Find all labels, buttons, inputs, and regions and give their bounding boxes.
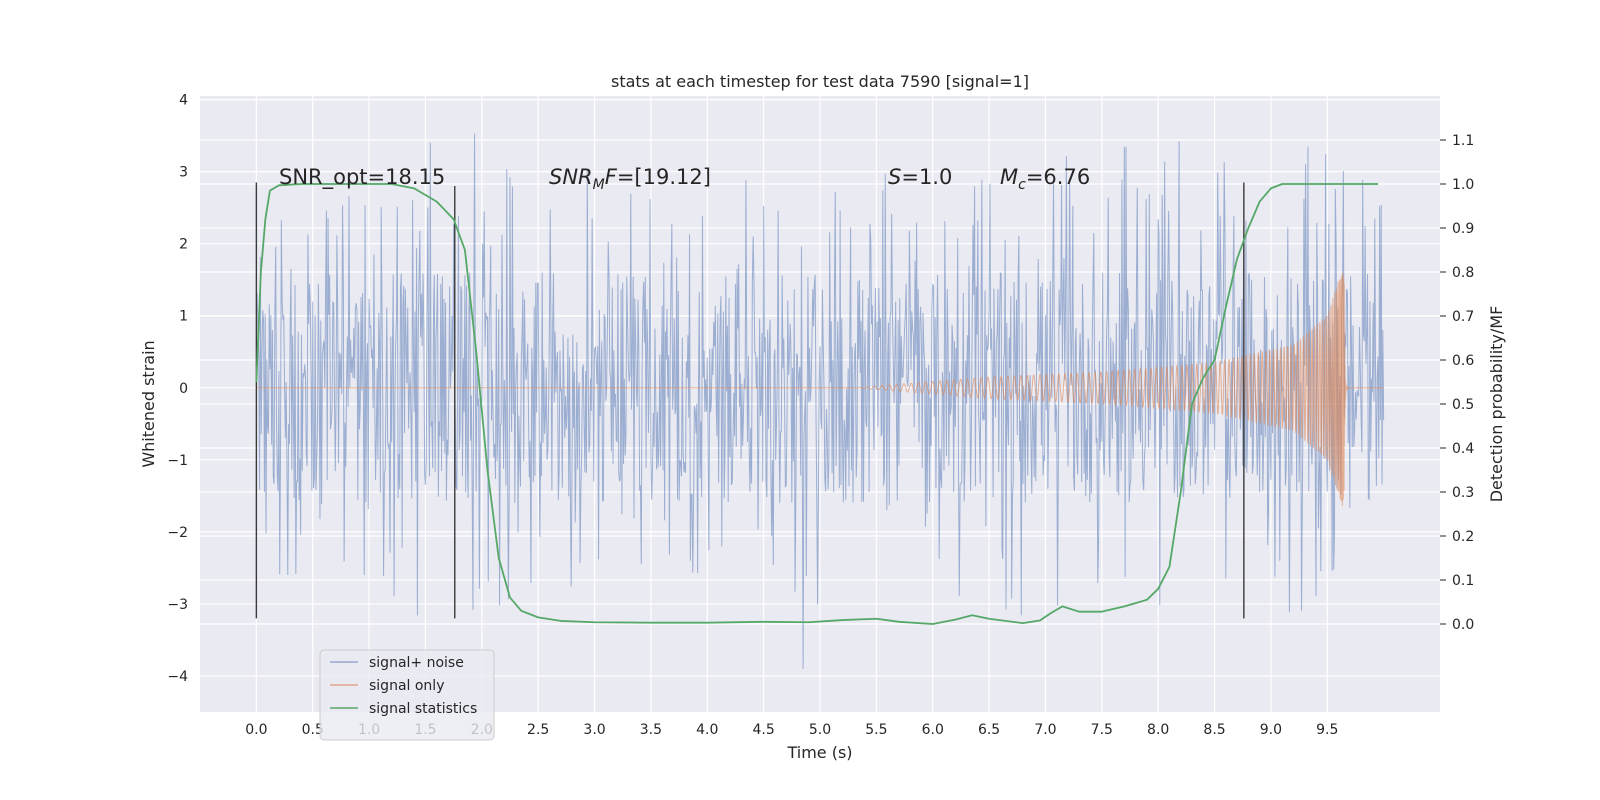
y-right-tick-label: 0.7: [1452, 309, 1474, 325]
left-y-axis-label: Whitened strain: [139, 340, 158, 467]
series-signal-statistics: [255, 183, 1378, 625]
chart-title: stats at each timestep for test data 759…: [611, 72, 1029, 91]
y-right-tick-label: 0.9: [1452, 221, 1474, 237]
x-tick-label: 4.5: [753, 722, 775, 738]
x-tick-label: 9.5: [1316, 722, 1338, 738]
x-tick-label: 8.0: [1147, 722, 1169, 738]
y-left-tick-label: −1: [167, 453, 188, 469]
y-right-tick-label: 1.0: [1452, 177, 1474, 193]
y-right-tick-label: 0.4: [1452, 441, 1474, 457]
legend: signal+ noise signal only signal statist…: [319, 649, 495, 741]
y-right-tick-label: 0.5: [1452, 397, 1474, 413]
series-signal-only: [256, 272, 1384, 506]
y-right-tick-label: 0.2: [1452, 529, 1474, 545]
y-left-tick-label: 1: [179, 309, 188, 325]
x-axis-label: Time (s): [786, 743, 852, 762]
x-tick-label: 3.0: [583, 722, 605, 738]
x-tick-label: 0.5: [302, 722, 324, 738]
y-right-tick-label: 1.1: [1452, 133, 1474, 149]
x-tick-label: 6.5: [978, 722, 1000, 738]
annotation-snr-opt: SNR_opt=18.15: [279, 165, 445, 190]
x-tick-label: 5.5: [865, 722, 887, 738]
y-right-tick-label: 0.0: [1452, 617, 1474, 633]
y-right-tick-label: 0.1: [1452, 573, 1474, 589]
y-right-tick-label: 0.6: [1452, 353, 1474, 369]
x-tick-label: 4.0: [696, 722, 718, 738]
x-tick-label: 7.5: [1091, 722, 1113, 738]
signal-statistics-line: [255, 183, 1378, 625]
y-left-tick-label: −3: [167, 597, 188, 613]
vertical-markers: [255, 182, 1245, 619]
y-right-tick-label: 0.3: [1452, 485, 1474, 501]
legend-label-signal-statistics: signal statistics: [369, 701, 477, 717]
signal-only-line: [256, 272, 1384, 506]
x-tick-label: 7.0: [1034, 722, 1056, 738]
annotation-s-value: S=1.0: [888, 165, 952, 189]
series-signal-noise: [255, 133, 1385, 669]
annotation-chirp-mass: Mc=6.76: [1000, 165, 1090, 193]
x-tick-label: 0.0: [245, 722, 267, 738]
y-left-tick-label: 3: [179, 165, 188, 181]
annotation-snr-mf: SNRMF=[19.12]: [549, 165, 711, 193]
left-y-axis-ticks: 4 3 2 1 0 −1 −2 −3 −4: [167, 93, 188, 685]
legend-label-signal-only: signal only: [369, 678, 444, 694]
x-tick-label: 8.5: [1203, 722, 1225, 738]
x-tick-label: 5.0: [809, 722, 831, 738]
y-left-tick-label: −4: [167, 669, 188, 685]
x-tick-label: 2.5: [527, 722, 549, 738]
right-y-axis-ticks: 1.1 1.0 0.9 0.8 0.7 0.6 0.5 0.4 0.3 0.2 0.1 0.0: [1440, 133, 1474, 633]
x-tick-label: 6.0: [922, 722, 944, 738]
legend-box: [319, 649, 495, 741]
legend-label-signal-noise: signal+ noise: [369, 655, 464, 671]
y-left-tick-label: 0: [179, 381, 188, 397]
x-tick-label: 9.0: [1260, 722, 1282, 738]
y-left-tick-label: 2: [179, 237, 188, 253]
y-left-tick-label: 4: [179, 93, 188, 109]
y-right-tick-label: 0.8: [1452, 265, 1474, 281]
right-y-axis-label: Detection probability/MF: [1487, 306, 1506, 503]
signal-noise-line: [255, 133, 1385, 669]
x-tick-label: 3.5: [640, 722, 662, 738]
y-left-tick-label: −2: [167, 525, 188, 541]
